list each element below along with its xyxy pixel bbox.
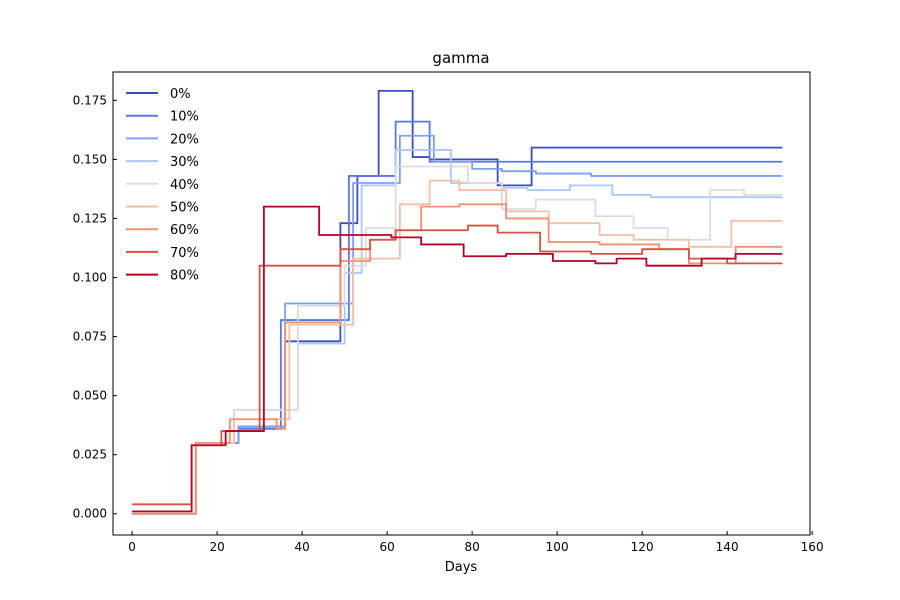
y-tick-label: 0.075 [73, 330, 107, 344]
legend-label: 70% [170, 246, 199, 261]
x-tick-label: 160 [801, 540, 824, 554]
legend-label: 40% [170, 178, 199, 193]
chart-title: gamma [432, 49, 489, 67]
x-tick-label: 120 [631, 540, 654, 554]
x-tick-label: 140 [716, 540, 739, 554]
series-line-2 [132, 134, 783, 515]
x-tick-label: 80 [464, 540, 479, 554]
y-axis: 0.000 0.025 0.050 0.075 0.100 0.125 0.150 0.175 [73, 93, 117, 521]
legend-label: 80% [170, 269, 199, 284]
y-tick-label: 0.175 [73, 93, 107, 107]
x-axis: 0 20 40 60 80 100 120 140 160 [128, 531, 824, 554]
legend-label: 50% [170, 201, 199, 216]
x-tick-label: 100 [546, 540, 569, 554]
legend-label: 10% [170, 110, 199, 125]
legend: 0% 10% 20% 30% 40% 50% 60% 70% 80% [126, 87, 199, 284]
series-line-8 [132, 205, 783, 513]
legend-label: 30% [170, 155, 199, 170]
y-tick-label: 0.100 [73, 271, 107, 285]
y-tick-label: 0.000 [73, 507, 107, 521]
x-tick-label: 0 [128, 540, 136, 554]
y-tick-label: 0.050 [73, 389, 107, 403]
legend-label: 0% [170, 87, 191, 102]
x-tick-label: 20 [209, 540, 224, 554]
y-tick-label: 0.125 [73, 211, 107, 225]
legend-label: 20% [170, 132, 199, 147]
x-tick-label: 60 [379, 540, 394, 554]
x-axis-title: Days [445, 560, 478, 575]
series-layer [132, 90, 783, 515]
y-tick-label: 0.025 [73, 448, 107, 462]
series-line-5 [132, 179, 783, 515]
plot-frame [112, 71, 811, 536]
x-tick-label: 40 [294, 540, 309, 554]
y-tick-label: 0.150 [73, 152, 107, 166]
legend-label: 60% [170, 223, 199, 238]
